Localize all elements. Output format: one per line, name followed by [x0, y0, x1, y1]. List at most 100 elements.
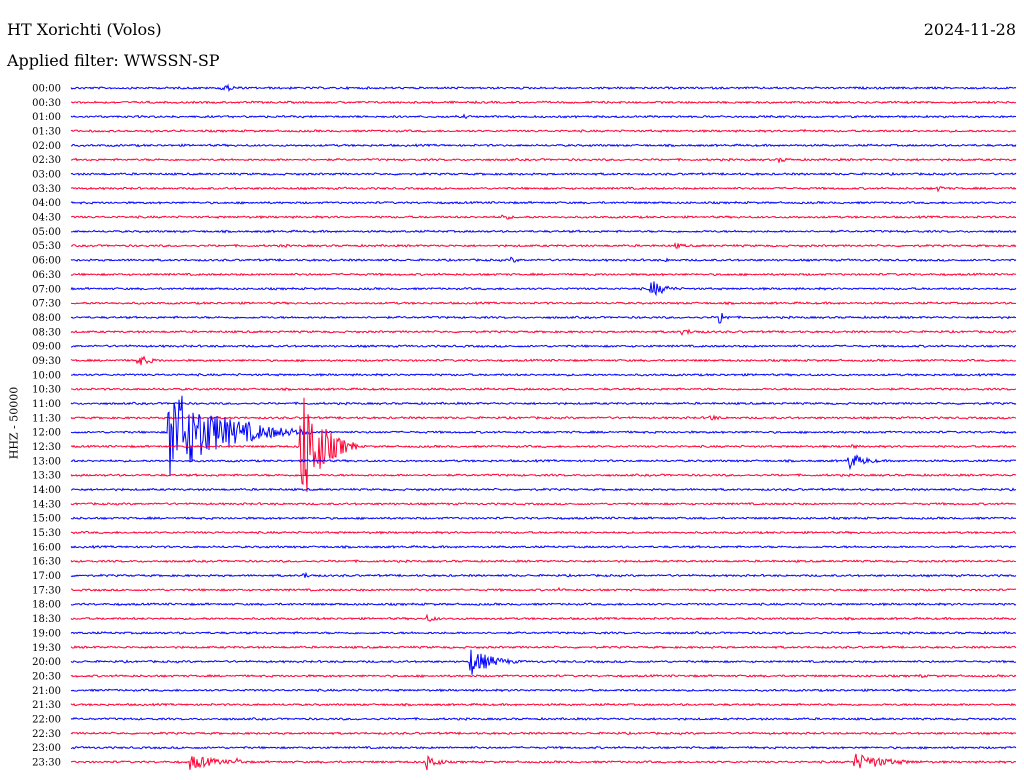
- trace-row-0200: [70, 143, 1017, 148]
- trace-row-1300: [70, 454, 1017, 471]
- trace-row-2330: [70, 753, 1017, 771]
- time-label-1100: 11:00: [32, 399, 61, 410]
- date-label: 2024-11-28: [923, 20, 1016, 39]
- time-label-0000: 00:00: [32, 84, 61, 95]
- trace-row-1430: [70, 501, 1017, 506]
- trace-row-0800: [70, 313, 1017, 324]
- time-label-2130: 21:30: [32, 700, 61, 711]
- time-label-0700: 07:00: [32, 284, 61, 295]
- time-label-1130: 11:30: [32, 413, 61, 424]
- trace-row-1600: [70, 544, 1017, 550]
- time-label-2030: 20:30: [32, 671, 61, 682]
- time-label-0500: 05:00: [32, 227, 61, 238]
- trace-row-0930: [70, 355, 1017, 366]
- trace-row-0530: [70, 241, 1017, 249]
- trace-row-1100: [70, 401, 1017, 406]
- trace-row-0500: [71, 229, 1017, 234]
- trace-row-2000: [70, 649, 1017, 675]
- trace-row-0630: [70, 272, 1016, 277]
- trace-row-1500: [70, 516, 1017, 521]
- trace-row-0830: [70, 328, 1017, 336]
- trace-row-0900: [70, 344, 1017, 349]
- time-label-2230: 22:30: [32, 729, 61, 740]
- trace-row-0700: [70, 281, 1017, 297]
- trace-row-1930: [70, 645, 1017, 650]
- time-label-2200: 22:00: [32, 714, 61, 725]
- time-label-1300: 13:00: [32, 456, 61, 467]
- trace-row-1400: [70, 487, 1017, 492]
- time-label-0230: 02:30: [32, 155, 61, 166]
- trace-row-2130: [70, 702, 1017, 707]
- time-label-1630: 16:30: [32, 557, 61, 568]
- trace-row-0100: [70, 113, 1017, 120]
- time-tick-labels: 00:00 00:30 01:00 01:30 02:00 02:30 03:00 03:30…: [32, 84, 61, 769]
- time-label-1930: 19:30: [32, 643, 61, 654]
- trace-row-1330: [70, 472, 1017, 478]
- time-label-1330: 13:30: [32, 471, 61, 482]
- trace-row-0400: [70, 200, 1017, 205]
- trace-row-0130: [70, 128, 1017, 134]
- time-label-1730: 17:30: [32, 585, 61, 596]
- time-label-1000: 10:00: [32, 370, 61, 381]
- time-label-0800: 08:00: [32, 313, 61, 324]
- time-label-1400: 14:00: [32, 485, 61, 496]
- trace-row-1200: [70, 395, 1017, 477]
- time-label-0630: 06:30: [32, 270, 61, 281]
- trace-row-2300: [70, 745, 1017, 750]
- time-label-2330: 23:30: [32, 757, 61, 768]
- trace-row-1730: [71, 586, 1017, 592]
- seismic-traces: [70, 83, 1017, 771]
- trace-row-1030: [70, 387, 1017, 392]
- time-label-0430: 04:30: [32, 213, 61, 224]
- time-label-0030: 00:30: [32, 98, 61, 109]
- trace-row-0600: [70, 256, 1017, 263]
- time-label-2100: 21:00: [32, 686, 61, 697]
- trace-row-2230: [70, 731, 1017, 736]
- time-label-0100: 01:00: [32, 112, 61, 123]
- time-label-0130: 01:30: [32, 127, 61, 138]
- trace-row-0030: [70, 100, 1017, 105]
- trace-row-0000: [70, 83, 1017, 93]
- trace-row-1900: [70, 630, 1017, 635]
- time-label-2000: 20:00: [32, 657, 61, 668]
- time-label-0600: 06:00: [32, 256, 61, 267]
- trace-row-0300: [70, 171, 1017, 177]
- time-label-1700: 17:00: [32, 571, 61, 582]
- trace-row-1000: [71, 372, 1017, 377]
- time-label-0830: 08:30: [32, 327, 61, 338]
- trace-row-1130: [70, 414, 1017, 421]
- time-label-1800: 18:00: [32, 600, 61, 611]
- time-label-1530: 15:30: [32, 528, 61, 539]
- time-label-0200: 02:00: [32, 141, 61, 152]
- trace-row-1700: [70, 571, 1017, 578]
- time-label-1830: 18:30: [32, 614, 61, 625]
- time-label-0400: 04:00: [32, 198, 61, 209]
- time-label-1200: 12:00: [32, 428, 61, 439]
- trace-row-2100: [70, 688, 1017, 693]
- time-label-0530: 05:30: [32, 241, 61, 252]
- trace-row-1630: [70, 559, 1017, 564]
- time-label-1900: 19:00: [32, 628, 61, 639]
- time-label-2300: 23:00: [32, 743, 61, 754]
- time-label-1500: 15:00: [32, 514, 61, 525]
- time-label-0930: 09:30: [32, 356, 61, 367]
- time-label-0730: 07:30: [32, 299, 61, 310]
- trace-row-0430: [70, 214, 1017, 220]
- trace-row-1230: [70, 397, 1017, 493]
- time-label-1230: 12:30: [32, 442, 61, 453]
- time-label-0900: 09:00: [32, 342, 61, 353]
- station-title: HT Xorichti (Volos): [7, 20, 162, 39]
- trace-row-0330: [70, 186, 1017, 193]
- time-label-1430: 14:30: [32, 499, 61, 510]
- trace-row-0230: [71, 157, 1017, 163]
- time-label-1600: 16:00: [32, 542, 61, 553]
- trace-row-2030: [70, 673, 1017, 679]
- time-label-0300: 03:00: [32, 170, 61, 181]
- trace-row-1800: [70, 602, 1017, 607]
- filter-label: Applied filter: WWSSN-SP: [7, 51, 220, 70]
- trace-row-2200: [70, 716, 1017, 721]
- time-label-0330: 03:30: [32, 184, 61, 195]
- time-label-1030: 10:30: [32, 385, 61, 396]
- trace-row-0730: [70, 301, 1017, 306]
